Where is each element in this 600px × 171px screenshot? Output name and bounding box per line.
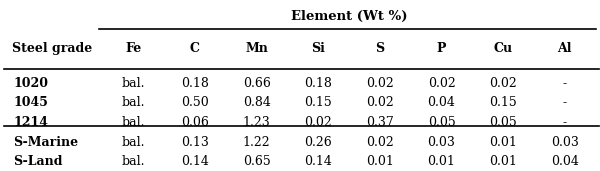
Text: 0.50: 0.50	[181, 96, 209, 109]
Text: 0.02: 0.02	[304, 116, 332, 129]
Text: 0.05: 0.05	[428, 116, 455, 129]
Text: Cu: Cu	[494, 42, 513, 55]
Text: P: P	[437, 42, 446, 55]
Text: 0.02: 0.02	[428, 77, 455, 90]
Text: 0.03: 0.03	[551, 136, 579, 149]
Text: -: -	[563, 96, 567, 109]
Text: 1.22: 1.22	[243, 136, 271, 149]
Text: Fe: Fe	[125, 42, 142, 55]
Text: -: -	[563, 77, 567, 90]
Text: 0.06: 0.06	[181, 116, 209, 129]
Text: 0.01: 0.01	[489, 155, 517, 168]
Text: 1.23: 1.23	[243, 116, 271, 129]
Text: 1045: 1045	[13, 96, 48, 109]
Text: bal.: bal.	[122, 96, 145, 109]
Text: 0.65: 0.65	[243, 155, 271, 168]
Text: 0.84: 0.84	[242, 96, 271, 109]
Text: 0.26: 0.26	[304, 136, 332, 149]
Text: 0.18: 0.18	[304, 77, 332, 90]
Text: S-Land: S-Land	[13, 155, 63, 168]
Text: bal.: bal.	[122, 77, 145, 90]
Text: 0.14: 0.14	[304, 155, 332, 168]
Text: Steel grade: Steel grade	[11, 42, 92, 55]
Text: 1214: 1214	[13, 116, 49, 129]
Text: 0.01: 0.01	[366, 155, 394, 168]
Text: 1020: 1020	[13, 77, 49, 90]
Text: 0.04: 0.04	[551, 155, 579, 168]
Text: 0.15: 0.15	[489, 96, 517, 109]
Text: 0.14: 0.14	[181, 155, 209, 168]
Text: 0.66: 0.66	[242, 77, 271, 90]
Text: 0.37: 0.37	[366, 116, 394, 129]
Text: S: S	[376, 42, 385, 55]
Text: bal.: bal.	[122, 136, 145, 149]
Text: bal.: bal.	[122, 155, 145, 168]
Text: -: -	[563, 116, 567, 129]
Text: 0.02: 0.02	[366, 136, 394, 149]
Text: 0.05: 0.05	[489, 116, 517, 129]
Text: 0.18: 0.18	[181, 77, 209, 90]
Text: S-Marine: S-Marine	[13, 136, 79, 149]
Text: Al: Al	[557, 42, 572, 55]
Text: 0.01: 0.01	[489, 136, 517, 149]
Text: bal.: bal.	[122, 116, 145, 129]
Text: Element (Wt %): Element (Wt %)	[291, 10, 407, 23]
Text: 0.03: 0.03	[428, 136, 455, 149]
Text: Mn: Mn	[245, 42, 268, 55]
Text: 0.02: 0.02	[366, 96, 394, 109]
Text: 0.04: 0.04	[428, 96, 455, 109]
Text: 0.15: 0.15	[304, 96, 332, 109]
Text: 0.01: 0.01	[428, 155, 455, 168]
Text: 0.02: 0.02	[366, 77, 394, 90]
Text: Si: Si	[311, 42, 325, 55]
Text: 0.02: 0.02	[489, 77, 517, 90]
Text: 0.13: 0.13	[181, 136, 209, 149]
Text: C: C	[190, 42, 200, 55]
